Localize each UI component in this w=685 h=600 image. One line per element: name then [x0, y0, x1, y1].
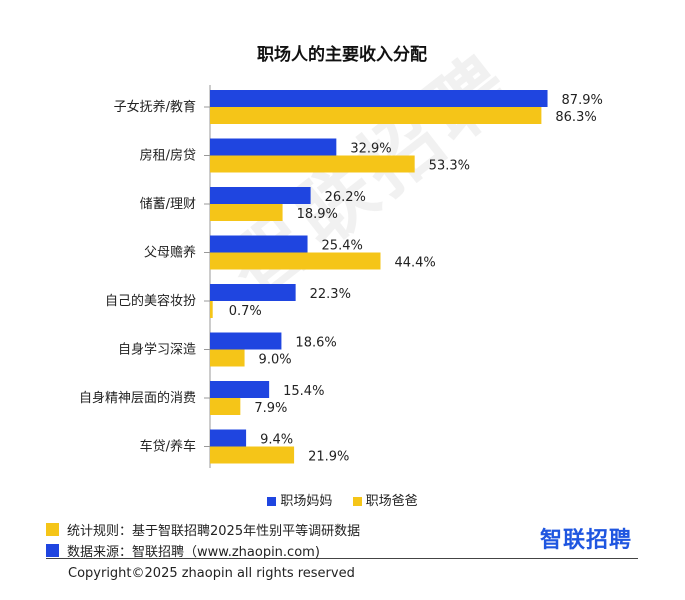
- note-rule-text: 统计规则：基于智联招聘2025年性别平等调研数据: [67, 520, 360, 539]
- bar-dad: [210, 447, 294, 464]
- note-rule-swatch: [46, 523, 59, 536]
- value-label-mom: 22.3%: [310, 287, 351, 302]
- value-label-dad: 0.7%: [229, 304, 262, 319]
- value-label-mom: 25.4%: [322, 239, 363, 254]
- category-label: 车贷/养车: [140, 439, 196, 455]
- bar-dad: [210, 107, 541, 124]
- bar-mom: [210, 90, 548, 107]
- bar-dad: [210, 253, 380, 270]
- legend-swatch-mom: [267, 497, 276, 506]
- legend-item-dad: 职场爸爸: [353, 490, 418, 509]
- bar-dad: [210, 350, 245, 367]
- note-source-swatch: [46, 544, 59, 557]
- bar-mom: [210, 284, 296, 301]
- value-label-dad: 7.9%: [254, 401, 287, 416]
- bar-dad: [210, 156, 415, 173]
- category-label: 子女抚养/教育: [114, 99, 196, 115]
- legend-label-mom: 职场妈妈: [280, 494, 332, 509]
- bar-chart: 职场人的主要收入分配 子女抚养/教育房租/房贷储蓄/理财父母赡养自己的美容妆扮自…: [0, 0, 685, 480]
- legend: 职场妈妈 职场爸爸: [0, 490, 685, 509]
- category-label: 储蓄/理财: [140, 197, 196, 212]
- bar-mom: [210, 430, 246, 447]
- bar-dad: [210, 398, 240, 415]
- category-label: 自身精神层面的消费: [79, 390, 196, 406]
- value-label-dad: 18.9%: [297, 207, 338, 222]
- value-label-dad: 86.3%: [555, 110, 596, 125]
- value-label-mom: 26.2%: [325, 190, 366, 205]
- bar-dad: [210, 204, 283, 221]
- bar-mom: [210, 333, 281, 350]
- note-rule: 统计规则：基于智联招聘2025年性别平等调研数据: [46, 520, 360, 539]
- value-label-mom: 32.9%: [350, 142, 391, 157]
- value-label-dad: 53.3%: [429, 159, 470, 174]
- category-label: 自己的美容妆扮: [105, 293, 196, 309]
- category-ticks: [204, 107, 210, 447]
- category-labels: 子女抚养/教育房租/房贷储蓄/理财父母赡养自己的美容妆扮自身学习深造自身精神层面…: [79, 99, 196, 455]
- value-label-dad: 21.9%: [308, 450, 349, 465]
- value-label-dad: 9.0%: [259, 353, 292, 368]
- legend-swatch-dad: [353, 497, 362, 506]
- legend-item-mom: 职场妈妈: [267, 490, 332, 509]
- bar-mom: [210, 236, 308, 253]
- value-label-mom: 9.4%: [260, 433, 293, 448]
- value-label-dad: 44.4%: [394, 256, 435, 271]
- value-label-mom: 87.9%: [562, 93, 603, 108]
- value-label-mom: 15.4%: [283, 384, 324, 399]
- category-label: 自身学习深造: [118, 342, 196, 358]
- copyright-text: Copyright©2025 zhaopin all rights reserv…: [68, 566, 355, 581]
- zhaopin-logo: 智联招聘: [540, 522, 632, 554]
- bar-dad: [210, 301, 213, 318]
- bar-mom: [210, 187, 311, 204]
- category-label: 房租/房贷: [140, 148, 196, 164]
- footer-divider: [46, 558, 638, 559]
- legend-label-dad: 职场爸爸: [366, 494, 418, 509]
- chart-title: 职场人的主要收入分配: [257, 44, 427, 65]
- bar-mom: [210, 139, 336, 156]
- category-label: 父母赡养: [144, 245, 196, 261]
- value-label-mom: 18.6%: [295, 336, 336, 351]
- bar-mom: [210, 381, 269, 398]
